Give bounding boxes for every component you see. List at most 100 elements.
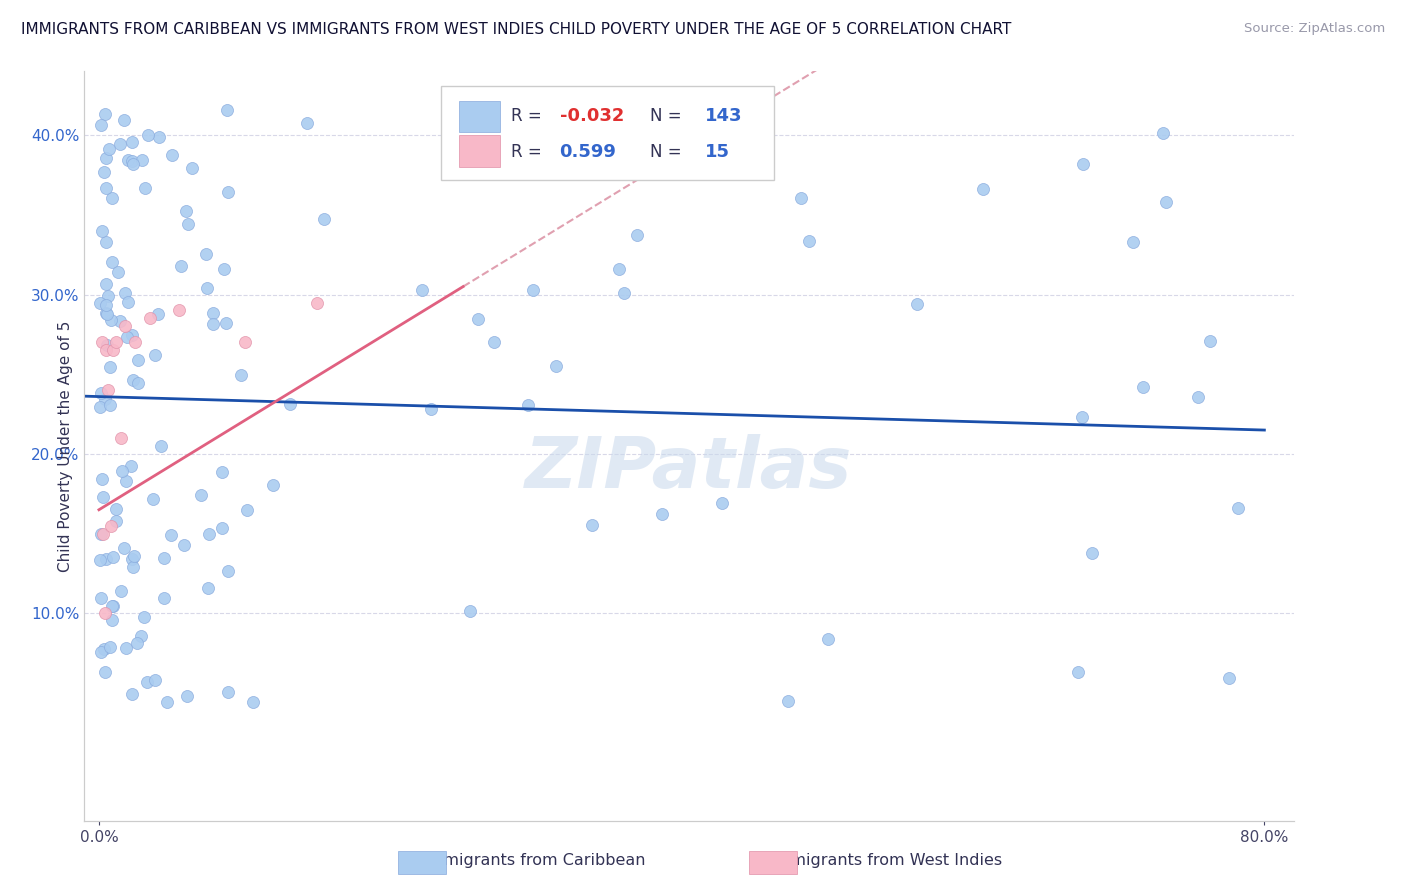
Text: IMMIGRANTS FROM CARIBBEAN VS IMMIGRANTS FROM WEST INDIES CHILD POVERTY UNDER THE: IMMIGRANTS FROM CARIBBEAN VS IMMIGRANTS … <box>21 22 1011 37</box>
Point <box>93 107 115 121</box>
Text: R =: R = <box>512 143 541 161</box>
Point <box>778 694 800 708</box>
Point <box>817 632 839 646</box>
Point <box>651 507 673 521</box>
Point <box>148 307 170 321</box>
Point <box>702 160 724 174</box>
Point <box>190 487 212 501</box>
Point <box>173 538 195 552</box>
Point <box>91 490 114 504</box>
Point <box>97 142 120 156</box>
Text: N =: N = <box>650 107 682 125</box>
Point <box>111 464 134 478</box>
Point <box>215 103 238 117</box>
Text: -0.032: -0.032 <box>560 107 624 125</box>
Point <box>180 161 202 176</box>
Point <box>1199 334 1222 348</box>
Point <box>295 116 318 130</box>
Point <box>312 211 335 226</box>
FancyBboxPatch shape <box>460 101 501 132</box>
Point <box>90 119 112 133</box>
Point <box>98 360 121 375</box>
Point <box>195 281 218 295</box>
Y-axis label: Child Poverty Under the Age of 5: Child Poverty Under the Age of 5 <box>58 320 73 572</box>
Point <box>122 157 145 171</box>
Point <box>131 153 153 167</box>
Point <box>122 373 145 387</box>
Point <box>217 685 239 699</box>
FancyBboxPatch shape <box>460 135 501 167</box>
Text: 143: 143 <box>704 107 742 125</box>
Text: 15: 15 <box>704 143 730 161</box>
Point <box>90 386 112 401</box>
Point <box>101 599 124 614</box>
Point <box>202 306 225 320</box>
Point <box>211 521 233 535</box>
Point <box>115 329 138 343</box>
Point <box>90 527 112 541</box>
Point <box>121 687 143 701</box>
Point <box>581 518 603 533</box>
Point <box>90 335 112 350</box>
Point <box>115 474 138 488</box>
Point <box>1154 194 1177 209</box>
Point <box>117 153 139 168</box>
Point <box>93 641 115 656</box>
Point <box>114 640 136 655</box>
Point <box>1226 500 1249 515</box>
Point <box>94 181 117 195</box>
Point <box>710 496 733 510</box>
Point <box>176 203 198 218</box>
Point <box>124 335 146 350</box>
Point <box>176 690 198 704</box>
Point <box>197 526 219 541</box>
Point <box>217 186 239 200</box>
Point <box>121 327 143 342</box>
Point <box>91 526 114 541</box>
Point <box>96 151 118 165</box>
Point <box>103 599 125 613</box>
Point <box>105 335 128 350</box>
Point <box>94 665 117 680</box>
Point <box>96 552 118 566</box>
Point <box>482 334 505 349</box>
FancyBboxPatch shape <box>441 87 773 180</box>
Point <box>278 397 301 411</box>
Point <box>972 182 994 196</box>
Point <box>90 591 112 605</box>
Point <box>121 552 143 566</box>
Point <box>90 645 112 659</box>
Text: N =: N = <box>650 143 682 161</box>
Text: Source: ZipAtlas.com: Source: ZipAtlas.com <box>1244 22 1385 36</box>
Point <box>136 128 159 142</box>
Point <box>100 190 122 204</box>
Point <box>93 165 115 179</box>
Point <box>134 180 156 194</box>
Point <box>1081 546 1104 560</box>
Point <box>458 604 481 618</box>
Point <box>94 607 117 621</box>
Point <box>135 675 157 690</box>
Point <box>612 285 634 300</box>
Point <box>127 376 149 391</box>
Point <box>197 581 219 595</box>
Point <box>160 148 183 162</box>
Point <box>96 343 118 358</box>
Point <box>89 400 111 414</box>
Text: Immigrants from Caribbean: Immigrants from Caribbean <box>423 854 645 868</box>
Point <box>96 308 118 322</box>
Point <box>160 528 183 542</box>
Point <box>522 283 544 297</box>
Point <box>1187 390 1209 404</box>
Point <box>89 296 111 310</box>
Point <box>212 262 235 277</box>
Point <box>129 629 152 643</box>
Point <box>94 298 117 312</box>
Point <box>516 399 538 413</box>
Point <box>89 552 111 566</box>
Point <box>607 262 630 277</box>
Point <box>139 311 162 326</box>
Point <box>98 398 121 412</box>
Point <box>108 136 131 151</box>
Point <box>233 335 256 350</box>
